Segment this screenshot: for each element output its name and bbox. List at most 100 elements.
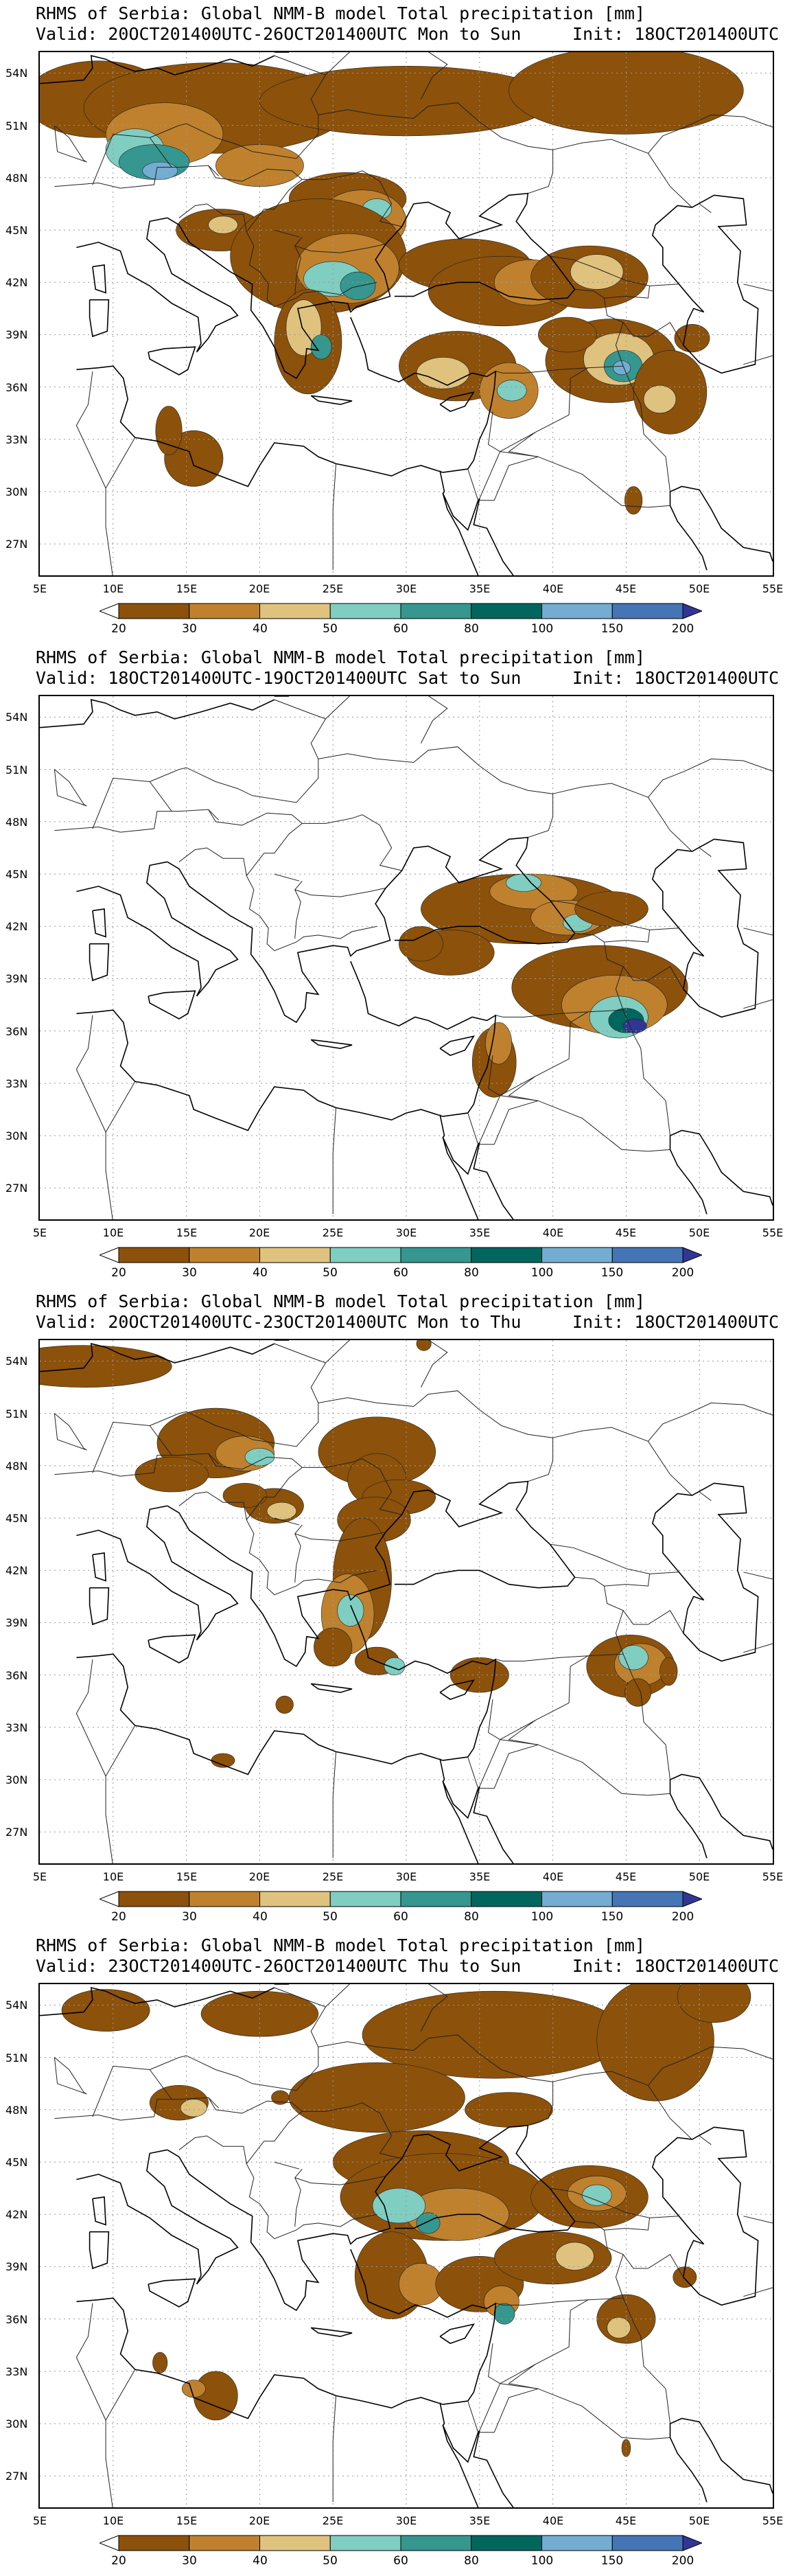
coastlines <box>40 1984 773 2507</box>
lat-tick-label: 36N <box>5 1025 28 1038</box>
lat-tick-label: 42N <box>5 920 28 933</box>
lat-tick-label: 30N <box>5 1773 28 1786</box>
lon-tick-label: 50E <box>688 1870 710 1883</box>
colorbar-swatch <box>118 2535 190 2551</box>
lon-tick-label: 25E <box>322 582 344 595</box>
colorbar-high-arrow <box>682 2535 703 2551</box>
lat-tick-label: 48N <box>5 1460 28 1473</box>
lon-tick-label: 10E <box>102 1870 124 1883</box>
lon-tick-label: 40E <box>542 1870 564 1883</box>
lon-tick-label: 45E <box>615 582 637 595</box>
map-panel: RHMS of Serbia: Global NMM-B model Total… <box>0 0 794 644</box>
lon-tick-label: 15E <box>176 1226 198 1239</box>
precip-area <box>222 1483 268 1508</box>
colorbar-high-arrow <box>682 1247 703 1263</box>
colorbar-label: 100 <box>530 1910 554 1924</box>
colorbar-swatch <box>329 1891 401 1907</box>
lat-tick-label: 30N <box>5 1129 28 1142</box>
colorbar <box>98 2535 703 2551</box>
precip-area <box>271 2090 290 2105</box>
precip-area <box>612 360 631 376</box>
lat-tick-label: 33N <box>5 2365 28 2378</box>
colorbar-label: 80 <box>464 1910 479 1924</box>
colorbar-label: 30 <box>182 1266 197 1280</box>
graticule <box>40 1984 773 2507</box>
colorbar-label: 150 <box>600 1266 624 1280</box>
lon-tick-label: 55E <box>762 2514 784 2527</box>
colorbar-swatch <box>259 2535 331 2551</box>
lon-tick-label: 20E <box>248 582 270 595</box>
precipitation-field <box>61 1984 751 2457</box>
country-borders <box>54 696 773 1219</box>
precip-area <box>643 384 677 414</box>
precip-area <box>555 2242 594 2270</box>
lon-tick-label: 55E <box>762 1226 784 1239</box>
map-title: RHMS of Serbia: Global NMM-B model Total… <box>36 647 646 667</box>
country-borders <box>54 52 773 575</box>
colorbar-label: 100 <box>530 622 554 636</box>
lat-tick-label: 51N <box>5 763 28 777</box>
colorbar-label: 40 <box>253 2554 268 2568</box>
lat-tick-label: 54N <box>5 711 28 724</box>
colorbar-label: 200 <box>671 1266 694 1280</box>
colorbar-label: 30 <box>182 2554 197 2568</box>
lon-tick-label: 55E <box>762 582 784 595</box>
precip-area <box>624 1678 651 1707</box>
lon-tick-label: 50E <box>688 2514 710 2527</box>
lon-tick-label: 10E <box>102 2514 124 2527</box>
lat-tick-label: 51N <box>5 2051 28 2065</box>
lat-tick-label: 48N <box>5 816 28 829</box>
lat-tick-label: 54N <box>5 67 28 80</box>
lon-tick-label: 15E <box>176 2514 198 2527</box>
lon-tick-label: 15E <box>176 1870 198 1883</box>
precip-area <box>142 161 178 180</box>
lon-tick-label: 25E <box>322 2514 344 2527</box>
map-title: RHMS of Serbia: Global NMM-B model Total… <box>36 3 646 23</box>
colorbar-label: 80 <box>464 1266 479 1280</box>
colorbar-swatch <box>329 1247 401 1263</box>
colorbar-swatch <box>329 2535 401 2551</box>
precip-area <box>570 254 624 290</box>
colorbar-label: 200 <box>671 622 694 636</box>
colorbar-swatch <box>611 2535 684 2551</box>
valid-period: Valid: 20OCT201400UTC-26OCT201400UTC Mon… <box>36 24 522 44</box>
colorbar-label: 100 <box>530 2554 554 2568</box>
colorbar-swatch <box>259 603 331 619</box>
precip-area <box>509 52 744 135</box>
country-borders <box>54 1340 773 1863</box>
coastlines <box>40 696 773 1219</box>
precip-area <box>674 324 710 353</box>
lon-tick-label: 25E <box>322 1226 344 1239</box>
precip-area <box>266 1502 297 1520</box>
lat-tick-label: 36N <box>5 381 28 394</box>
lat-tick-label: 48N <box>5 2104 28 2117</box>
colorbar-swatch <box>400 603 472 619</box>
precip-area <box>215 144 304 187</box>
precipitation-field <box>40 1340 678 1768</box>
lat-tick-label: 30N <box>5 2417 28 2430</box>
lat-tick-label: 33N <box>5 1721 28 1734</box>
colorbar-swatch <box>611 603 684 619</box>
colorbar-label: 30 <box>182 1910 197 1924</box>
country-borders <box>54 1984 773 2507</box>
colorbar-low-arrow <box>98 2535 119 2551</box>
map-frame <box>38 51 774 577</box>
lat-tick-label: 45N <box>5 2156 28 2169</box>
lat-tick-label: 51N <box>5 1407 28 1421</box>
lon-tick-label: 10E <box>102 1226 124 1239</box>
colorbar-label: 60 <box>393 1910 408 1924</box>
colorbar-swatch <box>541 1247 613 1263</box>
graticule <box>40 696 773 1219</box>
colorbar-label: 150 <box>600 1910 624 1924</box>
colorbar-swatch <box>541 2535 613 2551</box>
precip-area <box>416 2212 441 2234</box>
colorbar-swatch <box>541 1891 613 1907</box>
init-time: Init: 18OCT201400UTC <box>572 24 779 44</box>
init-time: Init: 18OCT201400UTC <box>572 1956 779 1976</box>
coastlines <box>40 1340 773 1863</box>
colorbar-label: 200 <box>671 1910 694 1924</box>
colorbar-swatch <box>329 603 401 619</box>
colorbar-low-arrow <box>98 1247 119 1263</box>
colorbar-label: 50 <box>323 622 338 636</box>
colorbar-label: 200 <box>671 2554 694 2568</box>
